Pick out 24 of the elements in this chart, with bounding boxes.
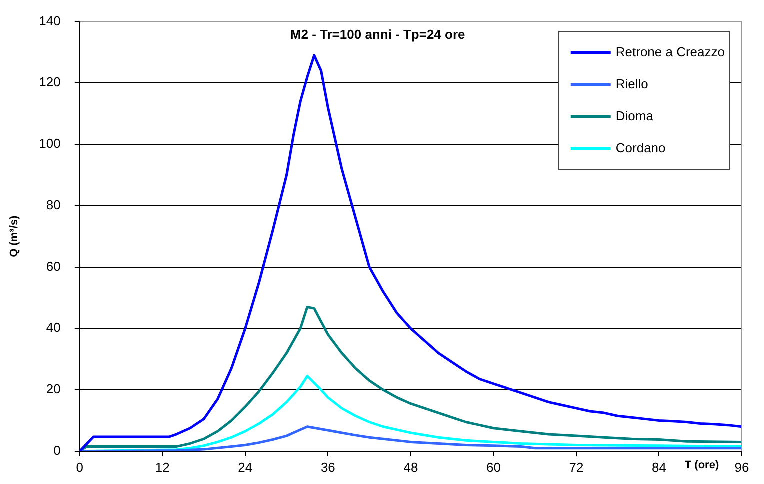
- legend-label: Retrone a Creazzo: [616, 44, 726, 60]
- x-tick-label: 24: [238, 460, 253, 475]
- y-tick-label: 80: [46, 197, 61, 212]
- x-tick-label: 72: [569, 460, 584, 475]
- y-tick-label: 100: [39, 136, 61, 152]
- x-tick-label: 96: [734, 460, 750, 475]
- x-tick-label: 0: [76, 460, 84, 475]
- legend-label: Riello: [616, 76, 648, 92]
- chart-title: M2 - Tr=100 anni - Tp=24 ore: [290, 26, 466, 42]
- x-tick-label: 84: [652, 460, 666, 475]
- y-tick-label: 60: [46, 258, 61, 274]
- legend-label: Dioma: [616, 108, 654, 124]
- x-axis-title: T (ore): [684, 459, 720, 472]
- x-tick-label: 60: [486, 460, 501, 475]
- y-axis-title: Q (m³/s): [8, 215, 21, 258]
- legend-label: Cordano: [616, 140, 666, 156]
- y-tick-label: 140: [39, 13, 61, 28]
- y-tick-label: 120: [39, 74, 61, 90]
- y-tick-label: 40: [46, 320, 61, 336]
- x-tick-label: 36: [320, 460, 336, 475]
- y-tick-label: 20: [46, 382, 61, 397]
- x-tick-label: 48: [404, 460, 418, 475]
- y-tick-label: 0: [54, 442, 61, 458]
- x-tick-label: 12: [155, 460, 170, 475]
